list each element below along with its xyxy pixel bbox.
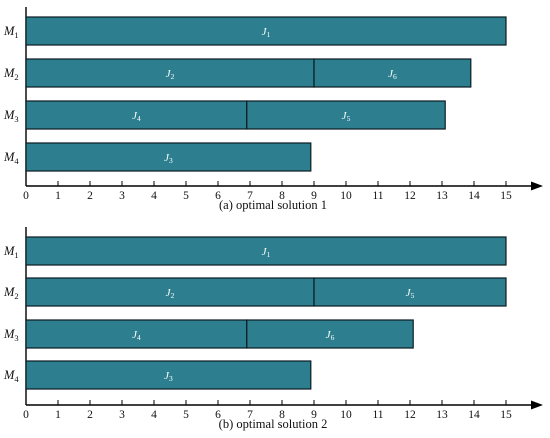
x-tick-label: 1: [55, 190, 61, 202]
x-tick-label: 11: [372, 190, 383, 202]
job-label: J5: [406, 287, 415, 300]
task-bar: [313, 277, 507, 307]
task-bar: [25, 16, 507, 46]
machine-label: M1: [3, 244, 19, 260]
x-tick-label: 0: [23, 190, 29, 202]
job-label: J6: [326, 329, 335, 342]
x-tick-label: 8: [279, 190, 285, 202]
x-tick-label: 2: [87, 409, 93, 421]
x-tick-label: 7: [247, 190, 253, 202]
x-tick-label: 14: [468, 190, 480, 202]
x-tick-label: 4: [151, 190, 157, 202]
x-tick-label: 15: [500, 190, 512, 202]
job-label: J2: [166, 68, 175, 81]
machine-label: M4: [3, 368, 19, 384]
x-tick-label: 0: [23, 409, 29, 421]
panel-caption: (b) optimal solution 2: [219, 417, 328, 431]
job-label: J6: [388, 68, 397, 81]
x-tick-label: 5: [183, 409, 189, 421]
job-label: J4: [132, 110, 141, 123]
job-label: J4: [132, 329, 141, 342]
x-tick-label: 9: [311, 190, 317, 202]
x-tick-label: 6: [215, 409, 221, 421]
job-label: J5: [342, 110, 351, 123]
machine-label: M2: [3, 66, 19, 82]
x-tick-label: 10: [340, 409, 352, 421]
job-label: J3: [164, 370, 173, 383]
task-bar: [25, 58, 315, 88]
x-tick-label: 10: [340, 190, 352, 202]
job-label: J1: [262, 26, 271, 39]
x-tick-label: 1: [55, 409, 61, 421]
job-label: J2: [166, 287, 175, 300]
x-tick-label: 12: [404, 190, 416, 202]
x-tick-label: 3: [119, 190, 125, 202]
machine-label: M3: [3, 108, 19, 124]
x-tick-label: 2: [87, 190, 93, 202]
x-tick-label: 5: [183, 190, 189, 202]
x-axis-arrow: [531, 400, 543, 410]
x-tick-label: 12: [404, 409, 416, 421]
x-axis-arrow: [531, 181, 543, 191]
job-label: J3: [164, 152, 173, 165]
machine-label: M1: [3, 24, 19, 40]
x-tick-label: 14: [468, 409, 480, 421]
x-tick-label: 8: [279, 409, 285, 421]
task-bar: [25, 360, 312, 390]
task-bar: [246, 319, 414, 349]
machine-label: M4: [3, 150, 19, 166]
task-bar: [313, 58, 472, 88]
x-tick-label: 4: [151, 409, 157, 421]
x-tick-label: 15: [500, 409, 512, 421]
machine-label: M2: [3, 285, 19, 301]
x-tick-label: 3: [119, 409, 125, 421]
panel-caption: (a) optimal solution 1: [219, 198, 327, 212]
x-tick-label: 13: [436, 409, 448, 421]
x-tick-label: 6: [215, 190, 221, 202]
job-label: J1: [262, 246, 271, 259]
task-bar: [25, 100, 248, 130]
x-tick-label: 11: [372, 409, 383, 421]
task-bar: [25, 142, 312, 172]
task-bar: [25, 277, 315, 307]
task-bar: [246, 100, 446, 130]
task-bar: [25, 236, 507, 266]
machine-label: M3: [3, 327, 19, 343]
x-tick-label: 7: [247, 409, 253, 421]
x-tick-label: 9: [311, 409, 317, 421]
x-tick-label: 13: [436, 190, 448, 202]
